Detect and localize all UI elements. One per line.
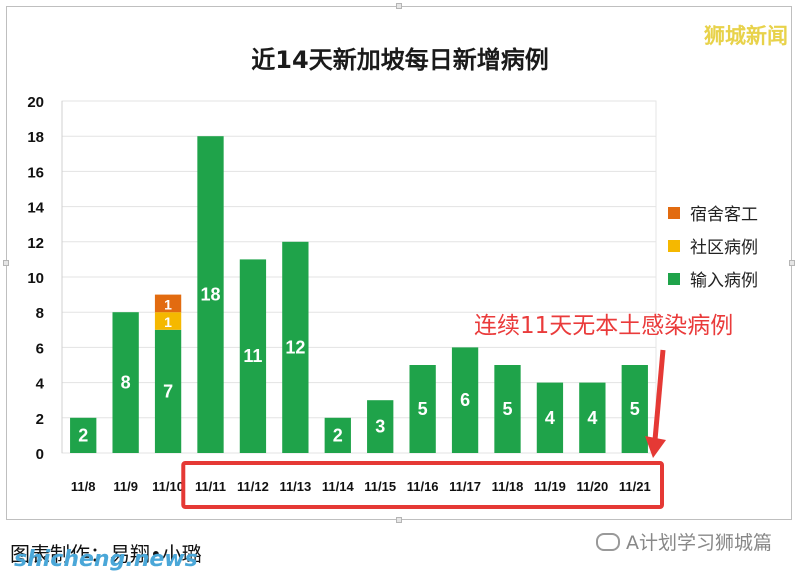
bar-segment bbox=[197, 136, 224, 453]
wechat-icon bbox=[596, 532, 620, 551]
arrow-shaft bbox=[652, 349, 666, 441]
data-label: 5 bbox=[630, 399, 640, 419]
legend-item: 输入病例 bbox=[668, 262, 758, 295]
data-label: 18 bbox=[200, 285, 220, 305]
arrow-head bbox=[645, 436, 666, 458]
bar-segment bbox=[621, 365, 648, 453]
data-label: 1 bbox=[164, 314, 172, 330]
data-label: 12 bbox=[285, 337, 305, 357]
chart-credit: 图表制作：易翔•小璐 bbox=[10, 542, 202, 566]
bar-segment bbox=[70, 417, 97, 453]
bar-segment bbox=[282, 241, 309, 453]
bar-segment bbox=[367, 400, 394, 453]
resize-handle-top[interactable] bbox=[396, 3, 402, 9]
x-tick-label: 11/10 bbox=[152, 479, 184, 494]
data-label: 2 bbox=[78, 425, 88, 445]
legend-swatch bbox=[668, 272, 680, 285]
data-label: 8 bbox=[121, 373, 131, 393]
bar-segment bbox=[239, 259, 267, 453]
y-tick-label: 6 bbox=[36, 340, 44, 357]
chart-legend: 宿舍客工 社区病例 输入病例 bbox=[668, 196, 758, 295]
x-tick-label: 11/21 bbox=[619, 479, 651, 494]
legend-label: 输入病例 bbox=[690, 271, 758, 291]
data-label: 1 bbox=[164, 296, 172, 312]
brand-watermark: 狮城新闻 bbox=[704, 24, 788, 48]
y-tick-label: 14 bbox=[27, 200, 44, 217]
resize-handle-right[interactable] bbox=[789, 260, 795, 266]
x-tick-label: 11/11 bbox=[195, 479, 226, 494]
resize-handle-left[interactable] bbox=[3, 260, 9, 266]
bar-segment bbox=[154, 312, 182, 330]
bar-segment bbox=[579, 382, 606, 453]
legend-item: 社区病例 bbox=[668, 229, 758, 262]
data-label: 4 bbox=[545, 408, 555, 428]
legend-label: 宿舍客工 bbox=[690, 205, 758, 225]
data-label: 5 bbox=[502, 399, 512, 419]
y-tick-label: 10 bbox=[27, 270, 44, 287]
legend-swatch bbox=[668, 239, 680, 252]
resize-handle-bottom[interactable] bbox=[396, 517, 402, 523]
y-tick-label: 18 bbox=[27, 129, 44, 146]
site-watermark: shicheng.news bbox=[14, 547, 198, 572]
wechat-watermark: A计划学习狮城篇 bbox=[596, 528, 772, 555]
y-tick-label: 16 bbox=[27, 164, 44, 181]
y-tick-label: 2 bbox=[36, 411, 44, 428]
bar-segment bbox=[409, 365, 436, 453]
x-tick-label: 11/8 bbox=[71, 479, 96, 494]
y-tick-label: 0 bbox=[36, 446, 44, 463]
data-label: 3 bbox=[375, 417, 385, 437]
data-label: 6 bbox=[460, 390, 470, 410]
x-tick-label: 11/18 bbox=[492, 479, 524, 494]
data-label: 4 bbox=[587, 408, 597, 428]
x-tick-label: 11/14 bbox=[322, 479, 355, 494]
bar-segment bbox=[154, 294, 182, 313]
data-label: 7 bbox=[163, 381, 173, 401]
x-tick-label: 11/12 bbox=[237, 479, 269, 494]
data-label: 5 bbox=[418, 399, 428, 419]
y-tick-label: 20 bbox=[27, 94, 44, 111]
bar-segment bbox=[154, 329, 182, 453]
legend-swatch bbox=[668, 206, 680, 219]
bar-segment bbox=[112, 312, 139, 453]
bar-segment bbox=[324, 417, 351, 453]
bar-segment bbox=[536, 382, 564, 453]
bar-segment bbox=[494, 365, 521, 453]
x-tick-label: 11/13 bbox=[279, 479, 311, 494]
x-tick-label: 11/16 bbox=[407, 479, 439, 494]
y-tick-label: 12 bbox=[27, 235, 44, 252]
x-tick-label: 11/19 bbox=[534, 479, 566, 494]
x-tick-label: 11/17 bbox=[449, 479, 481, 494]
data-label: 11 bbox=[243, 346, 262, 366]
y-tick-label: 8 bbox=[36, 305, 44, 322]
data-label: 2 bbox=[333, 425, 343, 445]
wechat-account: A计划学习狮城篇 bbox=[626, 532, 772, 554]
highlight-box bbox=[181, 461, 665, 509]
legend-item: 宿舍客工 bbox=[668, 196, 758, 229]
chart-title: 近14天新加坡每日新增病例 bbox=[251, 46, 549, 74]
y-tick-label: 4 bbox=[36, 376, 45, 393]
x-tick-label: 11/9 bbox=[113, 479, 138, 494]
x-tick-label: 11/20 bbox=[576, 479, 608, 494]
annotation-text: 连续11天无本土感染病例 bbox=[474, 313, 734, 339]
legend-label: 社区病例 bbox=[690, 238, 758, 258]
bar-segment bbox=[451, 347, 479, 453]
x-tick-label: 11/15 bbox=[364, 479, 396, 494]
